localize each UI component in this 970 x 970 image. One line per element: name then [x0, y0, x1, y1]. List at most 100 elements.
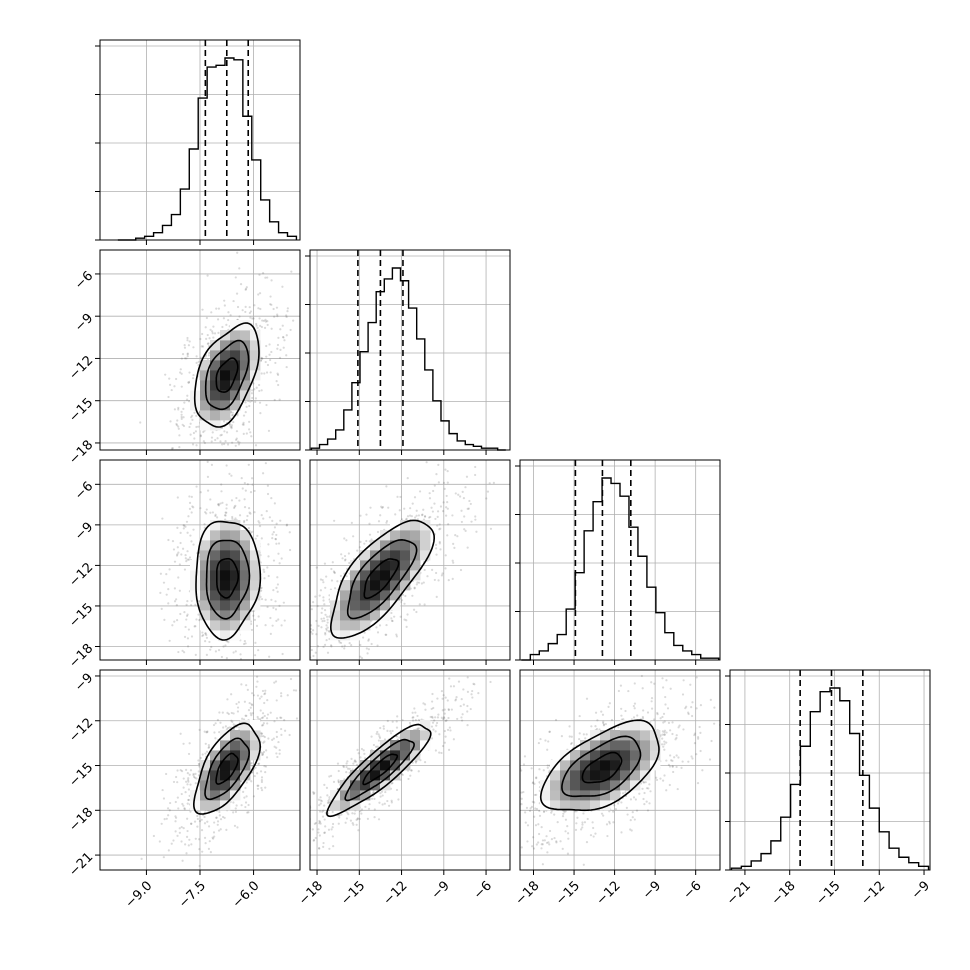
scatter-point [389, 787, 393, 790]
scatter-point [255, 324, 258, 327]
scatter-point [245, 286, 248, 289]
scatter-point [204, 511, 207, 514]
scatter-point [180, 770, 184, 773]
density-cell [360, 620, 371, 631]
scatter-point [446, 481, 449, 484]
scatter-point [359, 655, 362, 658]
scatter-point [346, 767, 350, 770]
scatter-point [180, 410, 183, 413]
scatter-point [437, 713, 440, 716]
scatter-point [169, 801, 172, 805]
scatter-point [204, 632, 207, 635]
scatter-point [238, 315, 241, 318]
scatter-point [258, 273, 261, 276]
scatter-point [416, 727, 419, 731]
scatter-point [163, 618, 166, 621]
scatter-point [204, 742, 207, 745]
scatter-point [250, 780, 253, 783]
scatter-point [330, 680, 332, 682]
scatter-point [196, 817, 199, 821]
scatter-point [348, 561, 351, 565]
scatter-point [190, 603, 193, 607]
scatter-point [241, 487, 244, 490]
scatter-point [331, 810, 334, 814]
scatter-point [262, 685, 264, 687]
scatter-point [390, 782, 393, 785]
scatter-point [187, 381, 190, 384]
scatter-point [275, 752, 278, 755]
scatter-point [310, 648, 313, 652]
scatter-point [393, 615, 396, 618]
density-cell [250, 550, 261, 561]
scatter-point [447, 716, 450, 720]
scatter-point [176, 781, 179, 784]
scatter-point [400, 772, 403, 776]
histogram-step [117, 57, 298, 241]
scatter-point [431, 716, 434, 719]
scatter-point [322, 645, 325, 648]
scatter-point [220, 456, 222, 458]
density-cell [220, 370, 231, 381]
scatter-point [266, 320, 269, 323]
scatter-point [187, 798, 190, 802]
scatter-point [230, 719, 233, 722]
scatter-point [256, 326, 259, 329]
scatter-point [422, 581, 425, 584]
scatter-point [271, 519, 274, 523]
scatter-point [442, 510, 445, 513]
panel-frame [729, 669, 931, 871]
scatter-point [180, 357, 183, 360]
scatter-point [233, 506, 236, 510]
scatter-point [183, 807, 186, 810]
scatter-point [386, 799, 389, 803]
density-cell [390, 530, 401, 541]
scatter-point [239, 283, 243, 286]
scatter-point [188, 495, 191, 498]
scatter-point [435, 595, 438, 598]
scatter-point [422, 508, 425, 511]
scatter-point [269, 632, 272, 635]
scatter-point [218, 711, 221, 714]
scatter-point [242, 790, 245, 793]
scatter-point [263, 326, 267, 329]
scatter-point [323, 818, 326, 821]
scatter-point [183, 401, 186, 404]
scatter-point [167, 849, 170, 852]
scatter-point [175, 619, 179, 622]
scatter-point [178, 589, 181, 592]
scatter-point [183, 344, 186, 347]
scatter-point [314, 651, 317, 654]
scatter-point [265, 403, 268, 407]
density-cell [190, 570, 201, 581]
scatter-point [285, 846, 287, 848]
density-cell [230, 570, 241, 581]
scatter-point [255, 624, 259, 628]
scatter-point [279, 716, 282, 719]
scatter-point [360, 656, 364, 660]
scatter-point [387, 804, 391, 807]
scatter-point [195, 414, 198, 417]
scatter-point [259, 307, 262, 311]
scatter-point [275, 533, 278, 537]
scatter-point [321, 607, 324, 610]
scatter-point [187, 777, 190, 780]
density-cell [210, 750, 221, 761]
scatter-point [255, 386, 258, 389]
scatter-point [320, 673, 322, 675]
scatter-point [439, 505, 443, 508]
scatter-point [226, 711, 229, 714]
scatter-point [180, 372, 183, 375]
scatter-point [238, 267, 241, 270]
marginal-panel-0 [95, 39, 301, 245]
scatter-point [241, 423, 244, 426]
scatter-point [226, 443, 230, 446]
density-cell [380, 560, 391, 571]
scatter-point [305, 673, 307, 675]
scatter-point [270, 350, 273, 354]
scatter-point [223, 816, 226, 819]
scatter-point [269, 616, 272, 620]
scatter-point [320, 611, 323, 614]
scatter-point [231, 441, 234, 444]
scatter-point [260, 389, 263, 392]
scatter-point [191, 377, 195, 380]
